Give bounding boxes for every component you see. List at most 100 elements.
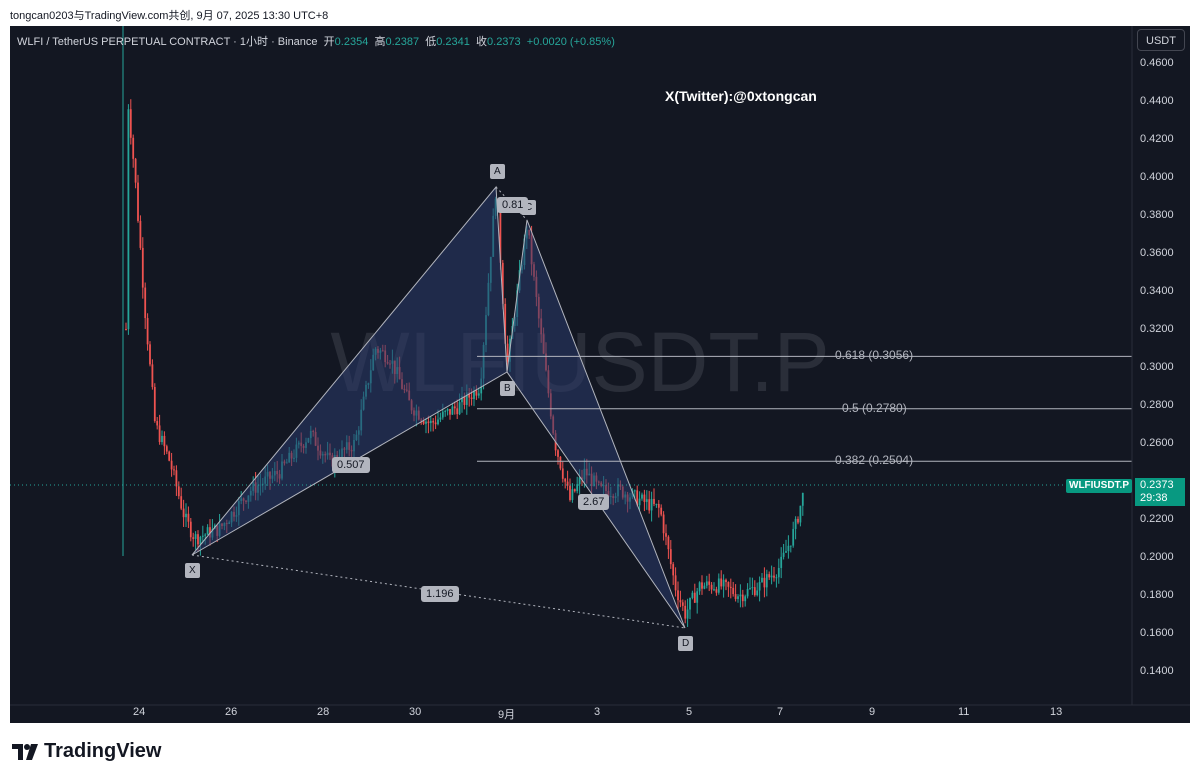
candle-body — [645, 499, 648, 502]
price-chart[interactable]: WLFIUSDT.P — [10, 26, 1190, 723]
y-tick: 0.3800 — [1140, 209, 1174, 221]
candle-body — [662, 514, 665, 534]
candle-body — [156, 421, 159, 426]
candle-body — [732, 587, 735, 595]
candle-body — [163, 435, 166, 447]
candle-body — [785, 551, 787, 553]
candle-body — [720, 578, 723, 587]
change-value: +0.0020 (+0.85%) — [526, 36, 615, 48]
candle-body — [446, 408, 449, 411]
y-tick: 0.1800 — [1140, 589, 1174, 601]
currency-button[interactable]: USDT — [1137, 29, 1185, 51]
candle-body — [667, 536, 670, 550]
candle-body — [165, 446, 168, 452]
candle-body — [204, 534, 207, 536]
candle-body — [713, 589, 715, 591]
low-label: 低 — [425, 36, 437, 48]
candle-body — [175, 470, 178, 487]
candle-body — [432, 420, 435, 423]
candle-body — [693, 592, 696, 603]
candle-body — [701, 582, 703, 589]
xab-triangle — [191, 185, 508, 556]
candle-body — [677, 590, 679, 601]
bar-countdown: 29:38 — [1140, 492, 1168, 504]
candle-body — [780, 556, 783, 568]
candle-body — [679, 600, 682, 603]
x-tick: 26 — [225, 706, 238, 718]
candle-body — [564, 478, 567, 482]
x-tick: 11 — [958, 706, 970, 718]
candle-body — [573, 489, 576, 492]
candle-body — [689, 597, 691, 610]
candle-body — [657, 503, 660, 508]
candle-body — [749, 588, 751, 590]
candle-body — [180, 496, 183, 509]
last-price-value: 0.2373 — [1140, 479, 1174, 491]
candle-body — [698, 582, 701, 592]
candle-body — [425, 421, 427, 424]
candle-body — [746, 589, 749, 597]
high-value: 0.2387 — [385, 36, 420, 48]
candle-body — [170, 460, 173, 470]
candle-body — [429, 420, 432, 424]
candle-body — [461, 396, 463, 403]
x-tick: 13 — [1050, 706, 1063, 718]
candle-body — [725, 579, 727, 583]
low-value: 0.2341 — [436, 36, 470, 48]
candle-body — [194, 534, 197, 539]
candle-body — [192, 537, 195, 539]
candle-body — [729, 586, 732, 588]
candle-body — [427, 421, 430, 424]
candle-body — [209, 527, 211, 538]
candle-body — [475, 390, 478, 396]
candle-body — [722, 579, 725, 587]
candle-body — [756, 590, 759, 596]
candle-body — [182, 508, 185, 518]
candle-body — [569, 485, 571, 500]
candle-body — [465, 392, 468, 405]
x-tick: 5 — [686, 706, 693, 718]
candle-body — [463, 396, 466, 405]
candle-body — [717, 578, 720, 593]
x-tick: 9 — [869, 706, 876, 718]
candle-body — [686, 609, 689, 619]
tradingview-logo[interactable]: TradingView — [12, 740, 161, 763]
candle-body — [141, 247, 144, 288]
close-label: 收 — [476, 36, 488, 48]
candle-body — [506, 343, 509, 362]
candle-body — [768, 574, 771, 578]
candle-body — [799, 505, 802, 523]
candle-body — [650, 498, 653, 511]
candle-body — [146, 318, 149, 345]
y-tick: 0.1600 — [1140, 627, 1174, 639]
candle-body — [129, 109, 132, 138]
chart-area[interactable] — [10, 26, 1190, 723]
candle-body — [132, 137, 135, 159]
candle-body — [187, 513, 190, 522]
candle-body — [451, 406, 454, 415]
candle-body — [456, 408, 459, 415]
candle-body — [715, 589, 718, 593]
candle-body — [794, 518, 797, 529]
fib-label-500: 0.5 (0.2780) — [842, 401, 907, 415]
y-tick: 0.3400 — [1140, 285, 1174, 297]
candle-body — [792, 528, 795, 546]
y-tick: 0.1400 — [1140, 665, 1174, 677]
candle-body — [787, 545, 790, 552]
ratio-xab: 0.507 — [332, 457, 370, 473]
candle-body — [473, 390, 475, 399]
candle-body — [633, 490, 636, 492]
y-tick: 0.4600 — [1140, 57, 1174, 69]
candle-body — [437, 419, 439, 425]
candle-body — [453, 406, 456, 409]
point-b-label: B — [500, 381, 515, 396]
candle-body — [468, 392, 471, 398]
fib-label-618: 0.618 (0.3056) — [835, 348, 914, 362]
point-d-label: D — [678, 636, 694, 651]
candle-body — [655, 503, 658, 505]
candle-body — [763, 577, 766, 588]
candle-body — [761, 577, 763, 583]
last-price-box: 0.2373 29:38 — [1135, 478, 1185, 506]
candle-body — [669, 549, 672, 565]
candle-body — [144, 287, 147, 319]
